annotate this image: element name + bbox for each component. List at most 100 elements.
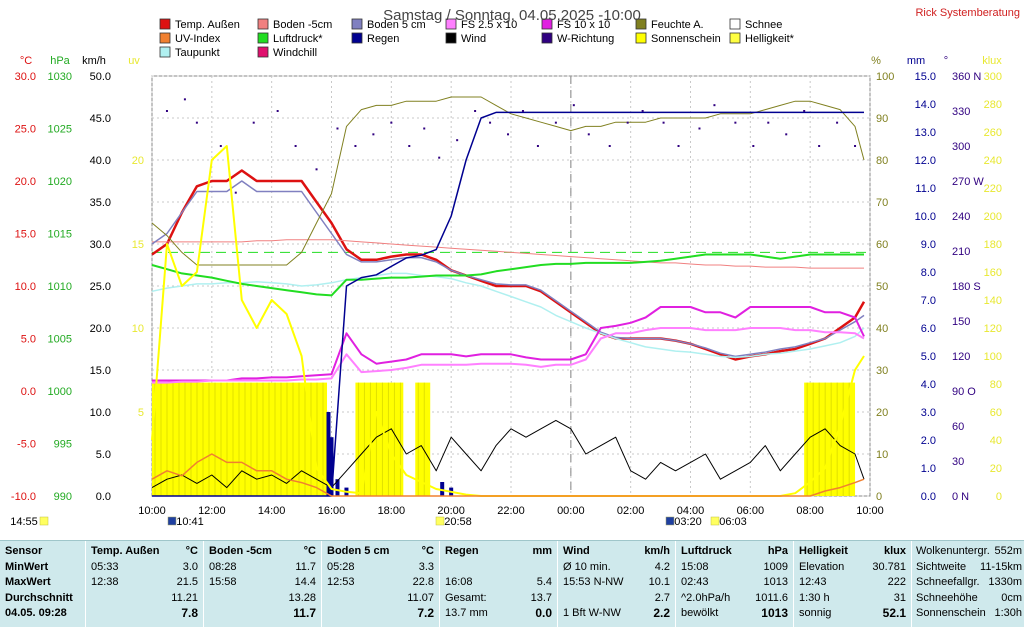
lux-axis-tick: 40 [990,435,1002,447]
legend-label: Temp. Außen [175,19,240,31]
wind-direction-point [818,145,821,147]
temp-axis-tick: 5.0 [21,334,36,346]
stats-wind-unit: km/h [644,545,670,557]
direction-axis-tick: 330 [952,106,970,118]
wind-axis-tick: 10.0 [90,407,111,419]
wind-direction-point [423,127,426,130]
rain-bar [335,479,340,496]
sunshine-block [415,382,431,496]
moon-icon [167,516,177,526]
stats-snow-depth: 0cm [1001,591,1022,604]
humidity-axis-tick: 100 [876,71,894,83]
rain-bar [329,437,334,496]
weather-chart: 30.025.020.015.010.05.00.0-5.0-10.010301… [10,7,1020,528]
stats-snowline: 1330m [988,576,1022,589]
stats-col-light: Helligkeit klux Elevation 30.781 12:43 222 … [794,541,912,627]
wind-direction-point [234,191,237,194]
temp-axis-tick: -5.0 [17,439,36,451]
wind-axis-tick: 20.0 [90,323,111,335]
stats-pressure-forecast: bewölkt [681,607,719,620]
stats-rain-sum: 13.7 mm [445,607,488,620]
legend-swatch [445,18,457,30]
direction-axis-tick: 30 [952,456,964,468]
lux-axis-tick: 120 [984,323,1002,335]
stats-soil-p5-max: 22.8 [412,576,434,589]
lux-axis-tick: 220 [984,183,1002,195]
lux-axis-tick: 280 [984,99,1002,111]
wind-direction-point [489,121,492,124]
direction-axis-tick: 300 [952,141,970,153]
wind-direction-point [854,145,857,147]
pressure-axis-tick: 1015 [48,229,72,241]
stats-rain-current: 0.0 [535,606,552,621]
wind-direction-point [677,145,680,147]
wind-direction-point [767,121,770,124]
stats-wind-current: 2.2 [653,606,670,621]
rain-axis-tick: 2.0 [921,435,936,447]
direction-axis-tick: 90 O [952,386,976,398]
axis-unit: mm [907,55,925,67]
humidity-axis-tick: 30 [876,365,888,377]
x-tick: 02:00 [617,505,645,517]
x-tick: 14:00 [258,505,286,517]
legend-label: Schnee [745,19,782,31]
stats-soil-p5-title: Boden 5 cm [327,545,390,557]
rain-axis-tick: 3.0 [921,407,936,419]
legend-swatch [729,18,741,30]
legend-swatch [445,32,457,44]
pressure-axis-tick: 995 [54,439,72,451]
stats-temp-max-time: 12:38 [91,576,119,589]
legend-swatch [729,32,741,44]
wind-axis-tick: 45.0 [90,113,111,125]
legend-label: Windchill [273,47,317,59]
rain-axis-tick: 4.0 [921,379,936,391]
pressure-axis-tick: 1025 [48,124,72,136]
stats-pressure-avg: 1011.6 [755,591,788,604]
axis-unit: hPa [50,55,70,67]
wind-axis-tick: 0.0 [96,491,111,503]
wind-direction-point [713,104,716,107]
pressure-axis-tick: 1020 [48,176,72,188]
humidity-axis-tick: 10 [876,449,888,461]
legend-swatch [635,32,647,44]
humidity-axis-tick: 50 [876,281,888,293]
rain-axis-tick: 13.0 [915,127,936,139]
stats-temp-unit: °C [185,545,198,557]
legend: Temp. Außen Boden -5cm Boden 5 cm FS 2.5 x … [159,18,795,59]
uv-axis-tick: 10 [132,323,144,335]
series-fs-2-5-x-10 [152,327,865,384]
series-boden-5cm [152,239,864,269]
legend-swatch [159,18,171,30]
wind-direction-point [438,156,441,159]
wind-axis-tick: 25.0 [90,281,111,293]
rain-axis-tick: 1.0 [921,463,936,475]
stats-temp-avg-value: 11.21 [171,591,198,604]
humidity-axis-tick: 60 [876,239,888,251]
rain-bar [326,412,331,496]
x-tick: 22:00 [497,505,525,517]
wind-direction-point [836,121,839,124]
wind-axis-tick: 50.0 [90,71,111,83]
wind-direction-point [587,133,590,136]
rain-axis-tick: 10.0 [915,211,936,223]
rain-axis-tick: 0.0 [921,491,936,503]
stats-soil-p5-avg: 11.07 [407,591,434,604]
rain-axis-tick: 15.0 [915,71,936,83]
legend-swatch [159,32,171,44]
stats-pressure-title: Luftdruck [681,545,732,557]
wind-direction-point [734,121,737,124]
event-sunrise: 06:03 [719,516,747,528]
stats-panel: Sensor MinWert MaxWert Durchschnitt 04.0… [0,540,1024,627]
wind-direction-point [390,121,393,124]
stats-temp-min-time: 05:33 [91,560,119,573]
wind-direction-points [165,98,857,194]
wind-axis-tick: 40.0 [90,155,111,167]
x-tick: 00:00 [557,505,585,517]
sunshine-block [152,382,328,496]
stats-visibility: 11-15km [980,560,1022,573]
x-tick: 06:00 [737,505,765,517]
rain-axis-tick: 12.0 [915,155,936,167]
stats-wind-bft: 1 Bft W-NW [563,607,621,620]
series-luftdruck- [151,253,864,297]
axis-unit: klux [982,55,1002,67]
